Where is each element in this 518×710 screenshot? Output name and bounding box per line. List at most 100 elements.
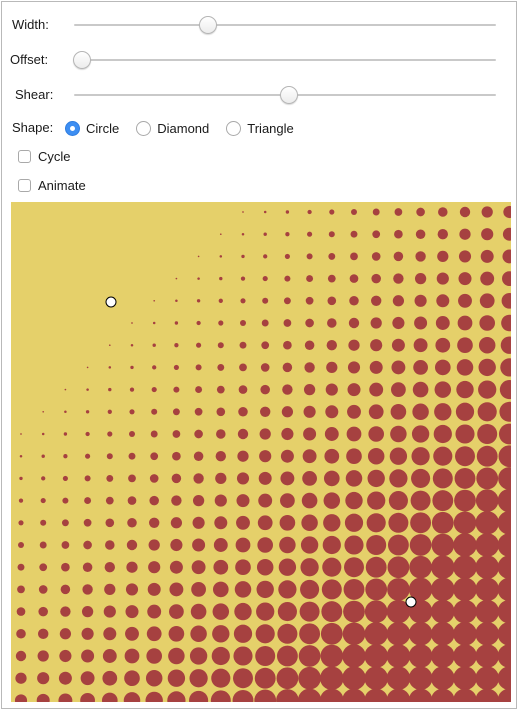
halftone-dot bbox=[263, 254, 268, 259]
halftone-dot bbox=[414, 316, 428, 330]
gradient-end-handle[interactable] bbox=[405, 596, 417, 608]
halftone-dot bbox=[129, 409, 135, 415]
halftone-dot bbox=[215, 472, 227, 485]
halftone-dot bbox=[298, 645, 321, 667]
halftone-dot bbox=[259, 428, 271, 440]
halftone-dot bbox=[129, 387, 135, 392]
halftone-dot bbox=[175, 277, 178, 280]
halftone-dot bbox=[240, 298, 246, 304]
halftone-dot bbox=[394, 208, 403, 216]
halftone-dot bbox=[108, 366, 112, 369]
halftone-dot bbox=[210, 690, 231, 702]
offset-slider[interactable] bbox=[73, 49, 496, 71]
halftone-dot bbox=[475, 511, 499, 535]
halftone-dot bbox=[239, 341, 247, 349]
shape-option-circle-label[interactable]: Circle bbox=[86, 120, 120, 136]
halftone-dot bbox=[477, 424, 498, 444]
halftone-dot bbox=[190, 603, 207, 620]
halftone-dot bbox=[368, 426, 385, 442]
halftone-dot bbox=[387, 534, 409, 556]
halftone-dot bbox=[217, 363, 225, 371]
halftone-dot bbox=[321, 601, 343, 623]
width-slider-track[interactable] bbox=[74, 24, 496, 26]
halftone-dot bbox=[438, 207, 448, 217]
halftone-dot bbox=[128, 430, 136, 438]
halftone-dot bbox=[196, 342, 202, 348]
shape-radio-group: Circle Diamond Triangle bbox=[65, 119, 311, 137]
halftone-dot bbox=[410, 512, 432, 534]
halftone-dot bbox=[371, 273, 381, 284]
halftone-dot bbox=[62, 497, 69, 504]
halftone-dot bbox=[297, 688, 322, 702]
halftone-dot bbox=[148, 561, 161, 574]
halftone-canvas[interactable] bbox=[11, 202, 511, 702]
shear-slider-thumb[interactable] bbox=[280, 86, 299, 104]
halftone-pattern[interactable] bbox=[11, 202, 511, 702]
width-slider[interactable] bbox=[74, 14, 496, 36]
halftone-dot bbox=[283, 319, 292, 327]
halftone-dot bbox=[254, 667, 276, 689]
halftone-dot bbox=[500, 336, 511, 354]
halftone-dot bbox=[131, 322, 133, 324]
halftone-dot bbox=[195, 386, 203, 394]
halftone-dot bbox=[217, 342, 224, 349]
shape-option-diamond-label[interactable]: Diamond bbox=[157, 120, 210, 136]
animate-checkbox-label[interactable]: Animate bbox=[38, 178, 86, 193]
halftone-dot bbox=[80, 693, 95, 702]
shape-radio-circle[interactable]: Circle bbox=[65, 120, 120, 136]
halftone-dot bbox=[152, 321, 156, 325]
animate-checkbox[interactable]: Animate bbox=[18, 178, 86, 193]
halftone-dot bbox=[103, 605, 116, 618]
cycle-checkbox-label[interactable]: Cycle bbox=[38, 149, 71, 164]
halftone-dot bbox=[497, 577, 511, 602]
halftone-dot bbox=[192, 516, 205, 529]
halftone-dot bbox=[457, 315, 473, 331]
halftone-dot bbox=[342, 688, 366, 702]
halftone-dot bbox=[436, 294, 450, 308]
halftone-dot bbox=[498, 445, 511, 468]
halftone-dot bbox=[169, 560, 183, 574]
halftone-dot bbox=[391, 360, 406, 375]
halftone-dot bbox=[475, 622, 500, 646]
halftone-dot bbox=[285, 232, 290, 237]
halftone-dot bbox=[130, 343, 134, 347]
halftone-dot bbox=[300, 536, 319, 554]
halftone-dot bbox=[255, 624, 275, 644]
halftone-dot bbox=[497, 488, 511, 513]
halftone-dot bbox=[171, 473, 182, 484]
halftone-dot bbox=[387, 556, 410, 579]
shape-radio-triangle[interactable]: Triangle bbox=[226, 120, 294, 136]
halftone-dot bbox=[391, 382, 406, 397]
halftone-dot bbox=[433, 446, 453, 466]
halftone-dot bbox=[345, 491, 363, 510]
halftone-dot bbox=[240, 276, 246, 281]
cycle-checkbox[interactable]: Cycle bbox=[18, 149, 71, 164]
shape-radio-diamond[interactable]: Diamond bbox=[136, 120, 210, 136]
radio-indicator-circle[interactable] bbox=[65, 120, 80, 136]
halftone-dot bbox=[501, 314, 511, 332]
halftone-dot bbox=[433, 424, 452, 444]
halftone-dot bbox=[41, 432, 45, 436]
halftone-dot bbox=[502, 271, 511, 286]
width-slider-thumb[interactable] bbox=[198, 16, 217, 34]
halftone-dot bbox=[278, 580, 297, 599]
radio-indicator-diamond[interactable] bbox=[136, 120, 152, 136]
animate-checkbox-box[interactable] bbox=[18, 179, 31, 192]
shear-slider[interactable] bbox=[74, 84, 496, 106]
offset-slider-thumb[interactable] bbox=[73, 51, 91, 69]
halftone-dot bbox=[80, 671, 95, 686]
halftone-dot bbox=[197, 277, 200, 280]
halftone-dot bbox=[86, 366, 89, 369]
halftone-dot bbox=[481, 228, 494, 241]
halftone-dot bbox=[81, 649, 95, 663]
halftone-dot bbox=[453, 666, 477, 690]
offset-slider-track[interactable] bbox=[74, 59, 496, 61]
halftone-dot bbox=[279, 536, 296, 554]
halftone-dot bbox=[371, 252, 381, 261]
gradient-start-handle[interactable] bbox=[105, 296, 117, 308]
halftone-dot bbox=[233, 646, 253, 666]
radio-indicator-triangle[interactable] bbox=[226, 120, 242, 136]
shape-option-triangle-label[interactable]: Triangle bbox=[247, 120, 294, 136]
cycle-checkbox-box[interactable] bbox=[18, 150, 31, 163]
halftone-dot bbox=[39, 563, 48, 572]
